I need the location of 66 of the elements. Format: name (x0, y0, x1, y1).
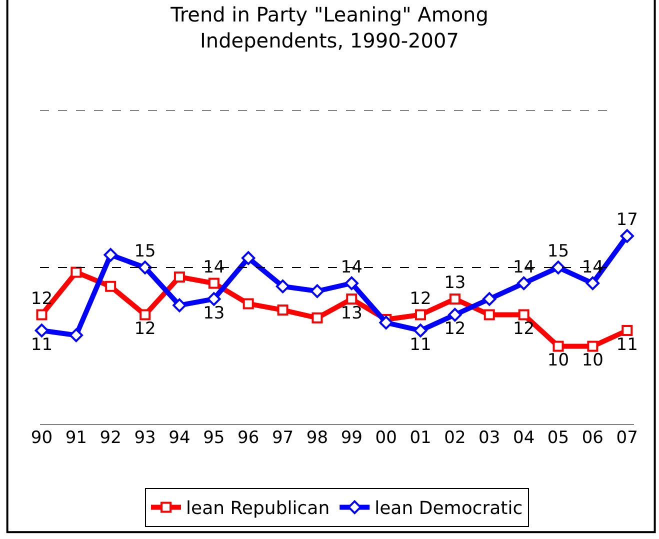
point (379, 316, 393, 330)
point (415, 309, 426, 320)
point (104, 248, 118, 262)
x-tick-label: 02 (444, 428, 466, 448)
point (346, 294, 358, 304)
x-tick-label: 00 (375, 428, 397, 448)
point (482, 292, 496, 306)
x-tick-label: 91 (65, 428, 87, 448)
point (277, 304, 288, 316)
x-tick-label: 07 (616, 428, 638, 448)
point (620, 229, 634, 243)
x-tick-label: 94 (168, 428, 190, 448)
point (586, 276, 600, 290)
data-label: 15 (123, 242, 167, 262)
data-label: 13 (330, 303, 374, 324)
point (174, 271, 185, 282)
point (518, 309, 530, 320)
x-tick-label: 96 (238, 428, 260, 448)
point (241, 251, 256, 265)
point (484, 309, 495, 320)
x-tick-label: 95 (203, 428, 225, 448)
data-label: 11 (20, 334, 64, 355)
point (622, 325, 633, 336)
data-label: 14 (330, 257, 374, 278)
point (449, 294, 460, 304)
point (312, 312, 323, 324)
point (105, 280, 116, 292)
point (172, 298, 186, 312)
point (207, 292, 221, 306)
point (310, 284, 324, 298)
point (208, 278, 220, 289)
x-tick-label: 03 (478, 428, 500, 448)
x-tick-label: 97 (272, 428, 294, 448)
point (552, 340, 564, 352)
legend-label: lean Republican (186, 498, 330, 520)
legend-label: lean Democratic (374, 498, 523, 520)
point (70, 266, 82, 278)
data-label: 12 (20, 288, 64, 309)
point (587, 340, 598, 352)
x-tick-label: 93 (134, 428, 156, 448)
point (414, 324, 428, 338)
x-tick-label: 90 (30, 428, 53, 448)
data-label: 13 (192, 303, 236, 324)
data-label: 14 (192, 257, 236, 278)
point (276, 280, 290, 294)
chart-title: Trend in Party "Leaning" Among Independents, 1990-2007 (170, 2, 488, 53)
point (36, 309, 48, 320)
point (138, 260, 152, 274)
point (140, 309, 151, 320)
point (34, 324, 49, 338)
x-tick-label: 98 (306, 428, 328, 448)
x-tick-label: 04 (512, 428, 535, 448)
point (448, 308, 462, 322)
x-tick-label: 06 (582, 428, 604, 448)
point (551, 260, 566, 274)
point (242, 298, 254, 310)
data-label: 12 (123, 319, 167, 340)
x-tick-label: 99 (340, 428, 362, 448)
point (69, 328, 84, 342)
x-tick-label: 05 (547, 428, 570, 448)
data-label: 17 (605, 210, 649, 230)
x-tick-label: 92 (100, 428, 122, 448)
data-label: 12 (502, 319, 546, 340)
x-tick-label: 01 (410, 428, 432, 448)
point (344, 276, 358, 290)
point (516, 276, 531, 290)
